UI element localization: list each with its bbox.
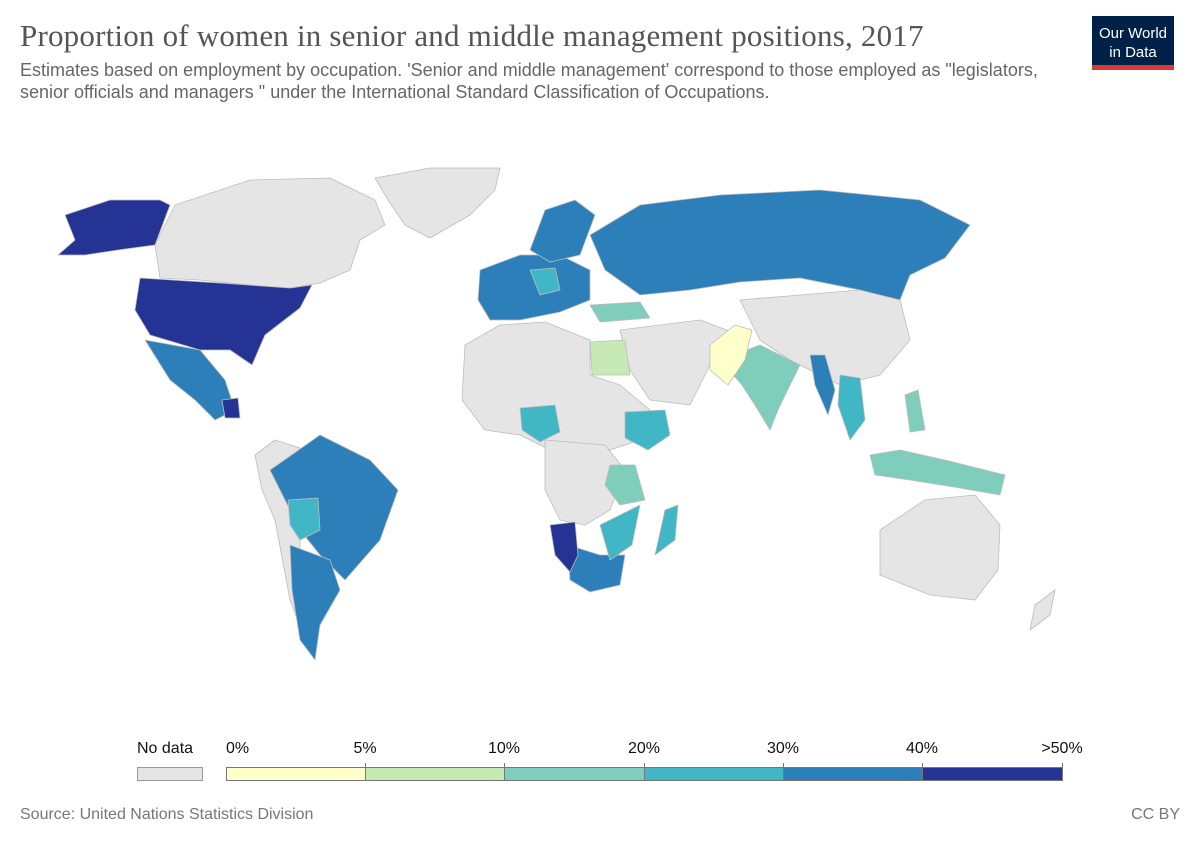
region-zambia[interactable] xyxy=(604,464,646,506)
region-scandinavia[interactable] xyxy=(529,199,596,263)
legend-tick-label: 5% xyxy=(353,740,377,757)
region-central-africa[interactable] xyxy=(544,439,626,526)
region-myanmar[interactable] xyxy=(809,354,836,416)
legend-tick-label: 10% xyxy=(487,740,521,757)
chart-subtitle: Estimates based on employment by occupat… xyxy=(20,60,1038,102)
logo-line-2: in Data xyxy=(1109,44,1157,61)
region-australia[interactable] xyxy=(879,494,1001,601)
region-pakistan[interactable] xyxy=(709,324,753,386)
region-argentina-chile[interactable] xyxy=(289,544,341,661)
legend-bin[interactable] xyxy=(226,767,366,781)
region-arabia-central-asia[interactable] xyxy=(619,319,741,406)
legend-bin[interactable] xyxy=(783,767,923,781)
legend-tick-label: 20% xyxy=(627,740,661,757)
legend-bin[interactable] xyxy=(504,767,645,781)
legend-bin[interactable] xyxy=(644,767,784,781)
region-ethiopia[interactable] xyxy=(624,409,671,451)
region-thailand-vietnam[interactable] xyxy=(837,374,866,441)
region-alaska[interactable] xyxy=(57,199,171,256)
region-turkey[interactable] xyxy=(589,301,651,323)
legend-tick xyxy=(922,763,923,781)
legend-tick-label: >50% xyxy=(1041,740,1083,757)
region-china-east-asia[interactable] xyxy=(739,289,911,386)
region-mexico-central-america[interactable] xyxy=(144,339,236,421)
region-central-europe[interactable] xyxy=(529,267,561,296)
region-new-zealand[interactable] xyxy=(1029,589,1056,631)
chart-title: Proportion of women in senior and middle… xyxy=(20,18,924,53)
region-russia[interactable] xyxy=(589,189,971,301)
source-note: Source: United Nations Statistics Divisi… xyxy=(20,806,314,823)
legend-no-data-label: No data xyxy=(137,740,194,757)
legend-bin[interactable] xyxy=(365,767,505,781)
region-guatemala[interactable] xyxy=(221,397,241,419)
region-egypt[interactable] xyxy=(589,339,631,376)
region-indonesia[interactable] xyxy=(869,449,1006,496)
license-link[interactable]: CC BY xyxy=(1131,806,1180,823)
legend-tick xyxy=(504,763,505,781)
region-nigeria[interactable] xyxy=(519,404,561,443)
region-united-states[interactable] xyxy=(134,277,313,366)
region-europe[interactable] xyxy=(477,254,591,321)
region-greenland[interactable] xyxy=(374,167,501,239)
legend-no-data-swatch[interactable] xyxy=(137,767,203,781)
region-mozambique-botswana[interactable] xyxy=(599,504,641,561)
logo-line-1: Our World xyxy=(1098,25,1168,42)
legend-tick xyxy=(644,763,645,781)
owid-logo[interactable]: Our World in Data xyxy=(1092,16,1174,70)
legend-tick-label: 40% xyxy=(905,740,939,757)
legend-tick-label: 0% xyxy=(226,740,250,757)
legend-tick-label: 30% xyxy=(766,740,800,757)
region-bolivia[interactable] xyxy=(287,497,321,541)
region-canada[interactable] xyxy=(154,177,386,289)
region-madagascar[interactable] xyxy=(654,504,679,556)
legend-tick xyxy=(783,763,784,781)
region-namibia[interactable] xyxy=(549,521,579,573)
legend-tick xyxy=(1062,763,1063,781)
region-philippines[interactable] xyxy=(904,389,926,433)
legend-tick xyxy=(365,763,366,781)
legend-bin[interactable] xyxy=(922,767,1063,781)
